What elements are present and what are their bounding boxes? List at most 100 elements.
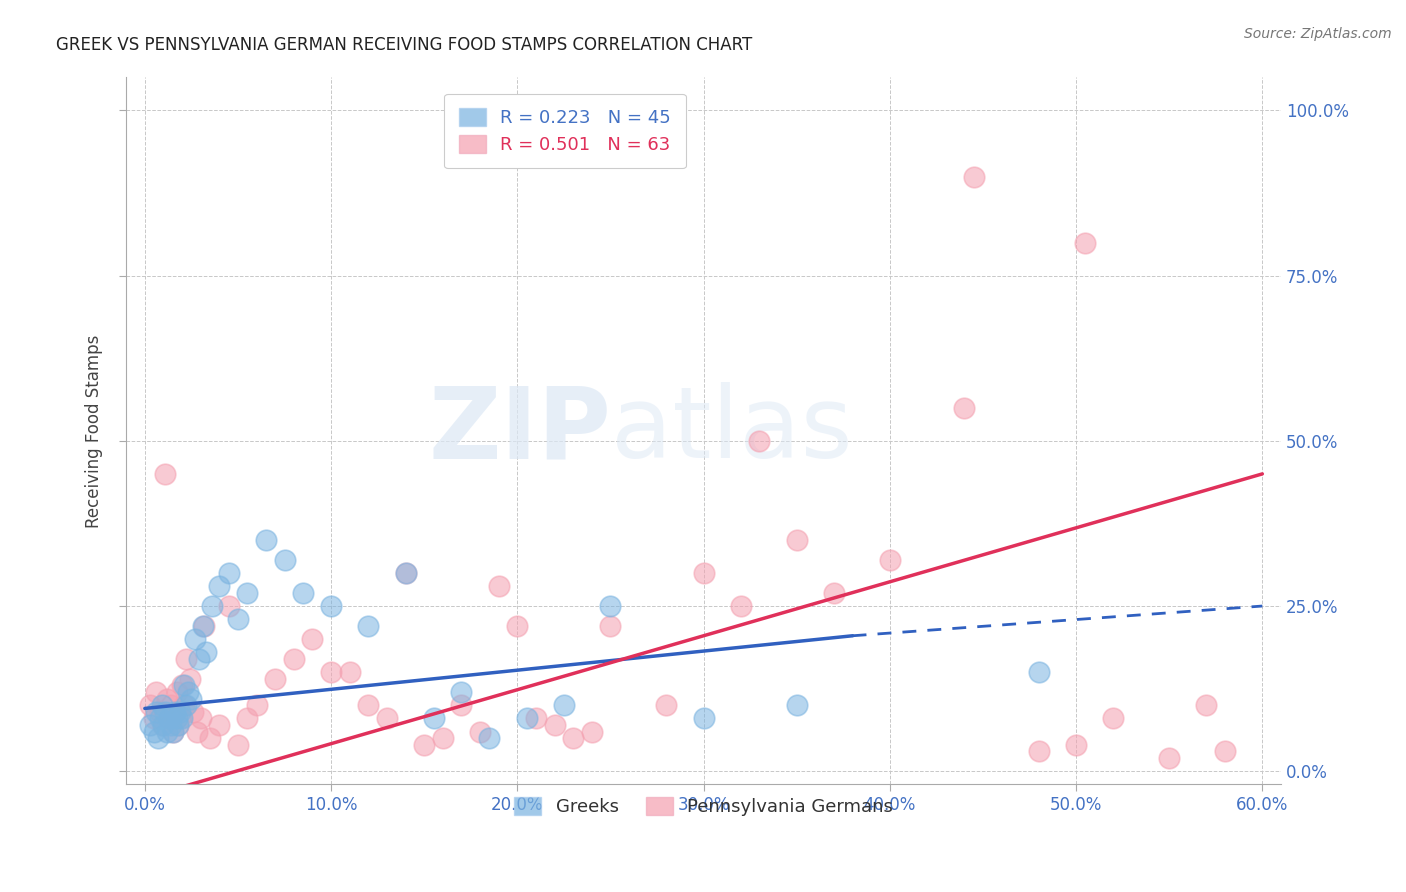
- Point: [786, 698, 808, 713]
- Point: [357, 698, 380, 713]
- Point: [162, 724, 184, 739]
- Point: [432, 731, 454, 746]
- Point: [1213, 744, 1236, 758]
- Point: [145, 705, 167, 719]
- Point: [156, 724, 179, 739]
- Point: [273, 553, 295, 567]
- Point: [208, 579, 231, 593]
- Point: [146, 731, 169, 746]
- Point: [1028, 744, 1050, 758]
- Point: [195, 645, 218, 659]
- Point: [562, 731, 585, 746]
- Point: [236, 586, 259, 600]
- Point: [283, 652, 305, 666]
- Point: [516, 711, 538, 725]
- Point: [191, 619, 214, 633]
- Point: [488, 579, 510, 593]
- Point: [174, 652, 197, 666]
- Point: [226, 612, 249, 626]
- Point: [190, 711, 212, 725]
- Point: [581, 724, 603, 739]
- Point: [193, 619, 215, 633]
- Point: [599, 619, 621, 633]
- Point: [145, 685, 167, 699]
- Point: [173, 678, 195, 692]
- Point: [692, 566, 714, 580]
- Point: [730, 599, 752, 613]
- Point: [179, 672, 201, 686]
- Point: [167, 718, 190, 732]
- Point: [1159, 751, 1181, 765]
- Point: [450, 698, 472, 713]
- Point: [553, 698, 575, 713]
- Point: [1074, 235, 1097, 250]
- Point: [748, 434, 770, 448]
- Point: [1028, 665, 1050, 679]
- Point: [169, 711, 191, 725]
- Point: [162, 724, 184, 739]
- Point: [166, 711, 188, 725]
- Point: [172, 678, 194, 692]
- Point: [339, 665, 361, 679]
- Point: [236, 711, 259, 725]
- Point: [156, 691, 179, 706]
- Point: [543, 718, 565, 732]
- Point: [155, 705, 177, 719]
- Point: [254, 533, 277, 547]
- Point: [394, 566, 416, 580]
- Point: [139, 718, 162, 732]
- Point: [506, 619, 529, 633]
- Point: [173, 698, 195, 713]
- Point: [599, 599, 621, 613]
- Point: [152, 718, 174, 732]
- Point: [524, 711, 547, 725]
- Point: [301, 632, 323, 646]
- Point: [169, 705, 191, 719]
- Point: [218, 599, 240, 613]
- Point: [184, 632, 207, 646]
- Point: [1102, 711, 1125, 725]
- Point: [139, 698, 162, 713]
- Point: [692, 711, 714, 725]
- Point: [264, 672, 287, 686]
- Point: [319, 665, 342, 679]
- Text: GREEK VS PENNSYLVANIA GERMAN RECEIVING FOOD STAMPS CORRELATION CHART: GREEK VS PENNSYLVANIA GERMAN RECEIVING F…: [56, 36, 752, 54]
- Point: [226, 738, 249, 752]
- Point: [180, 691, 202, 706]
- Point: [149, 705, 172, 719]
- Point: [292, 586, 315, 600]
- Point: [149, 711, 172, 725]
- Point: [1195, 698, 1218, 713]
- Point: [823, 586, 845, 600]
- Point: [413, 738, 436, 752]
- Point: [450, 685, 472, 699]
- Point: [879, 553, 901, 567]
- Point: [218, 566, 240, 580]
- Point: [357, 619, 380, 633]
- Point: [176, 685, 198, 699]
- Point: [150, 698, 173, 713]
- Point: [786, 533, 808, 547]
- Point: [422, 711, 444, 725]
- Point: [152, 718, 174, 732]
- Point: [172, 711, 194, 725]
- Point: [143, 711, 166, 725]
- Point: [375, 711, 398, 725]
- Point: [655, 698, 678, 713]
- Point: [143, 724, 166, 739]
- Point: [163, 705, 186, 719]
- Point: [187, 652, 209, 666]
- Point: [186, 724, 208, 739]
- Point: [478, 731, 501, 746]
- Point: [157, 711, 180, 725]
- Point: [167, 718, 190, 732]
- Point: [201, 599, 224, 613]
- Point: [198, 731, 221, 746]
- Point: [953, 401, 976, 415]
- Legend: Greeks, Pennsylvania Germans: Greeks, Pennsylvania Germans: [505, 788, 903, 825]
- Text: Source: ZipAtlas.com: Source: ZipAtlas.com: [1244, 27, 1392, 41]
- Point: [157, 711, 180, 725]
- Point: [208, 718, 231, 732]
- Y-axis label: Receiving Food Stamps: Receiving Food Stamps: [86, 334, 103, 528]
- Point: [394, 566, 416, 580]
